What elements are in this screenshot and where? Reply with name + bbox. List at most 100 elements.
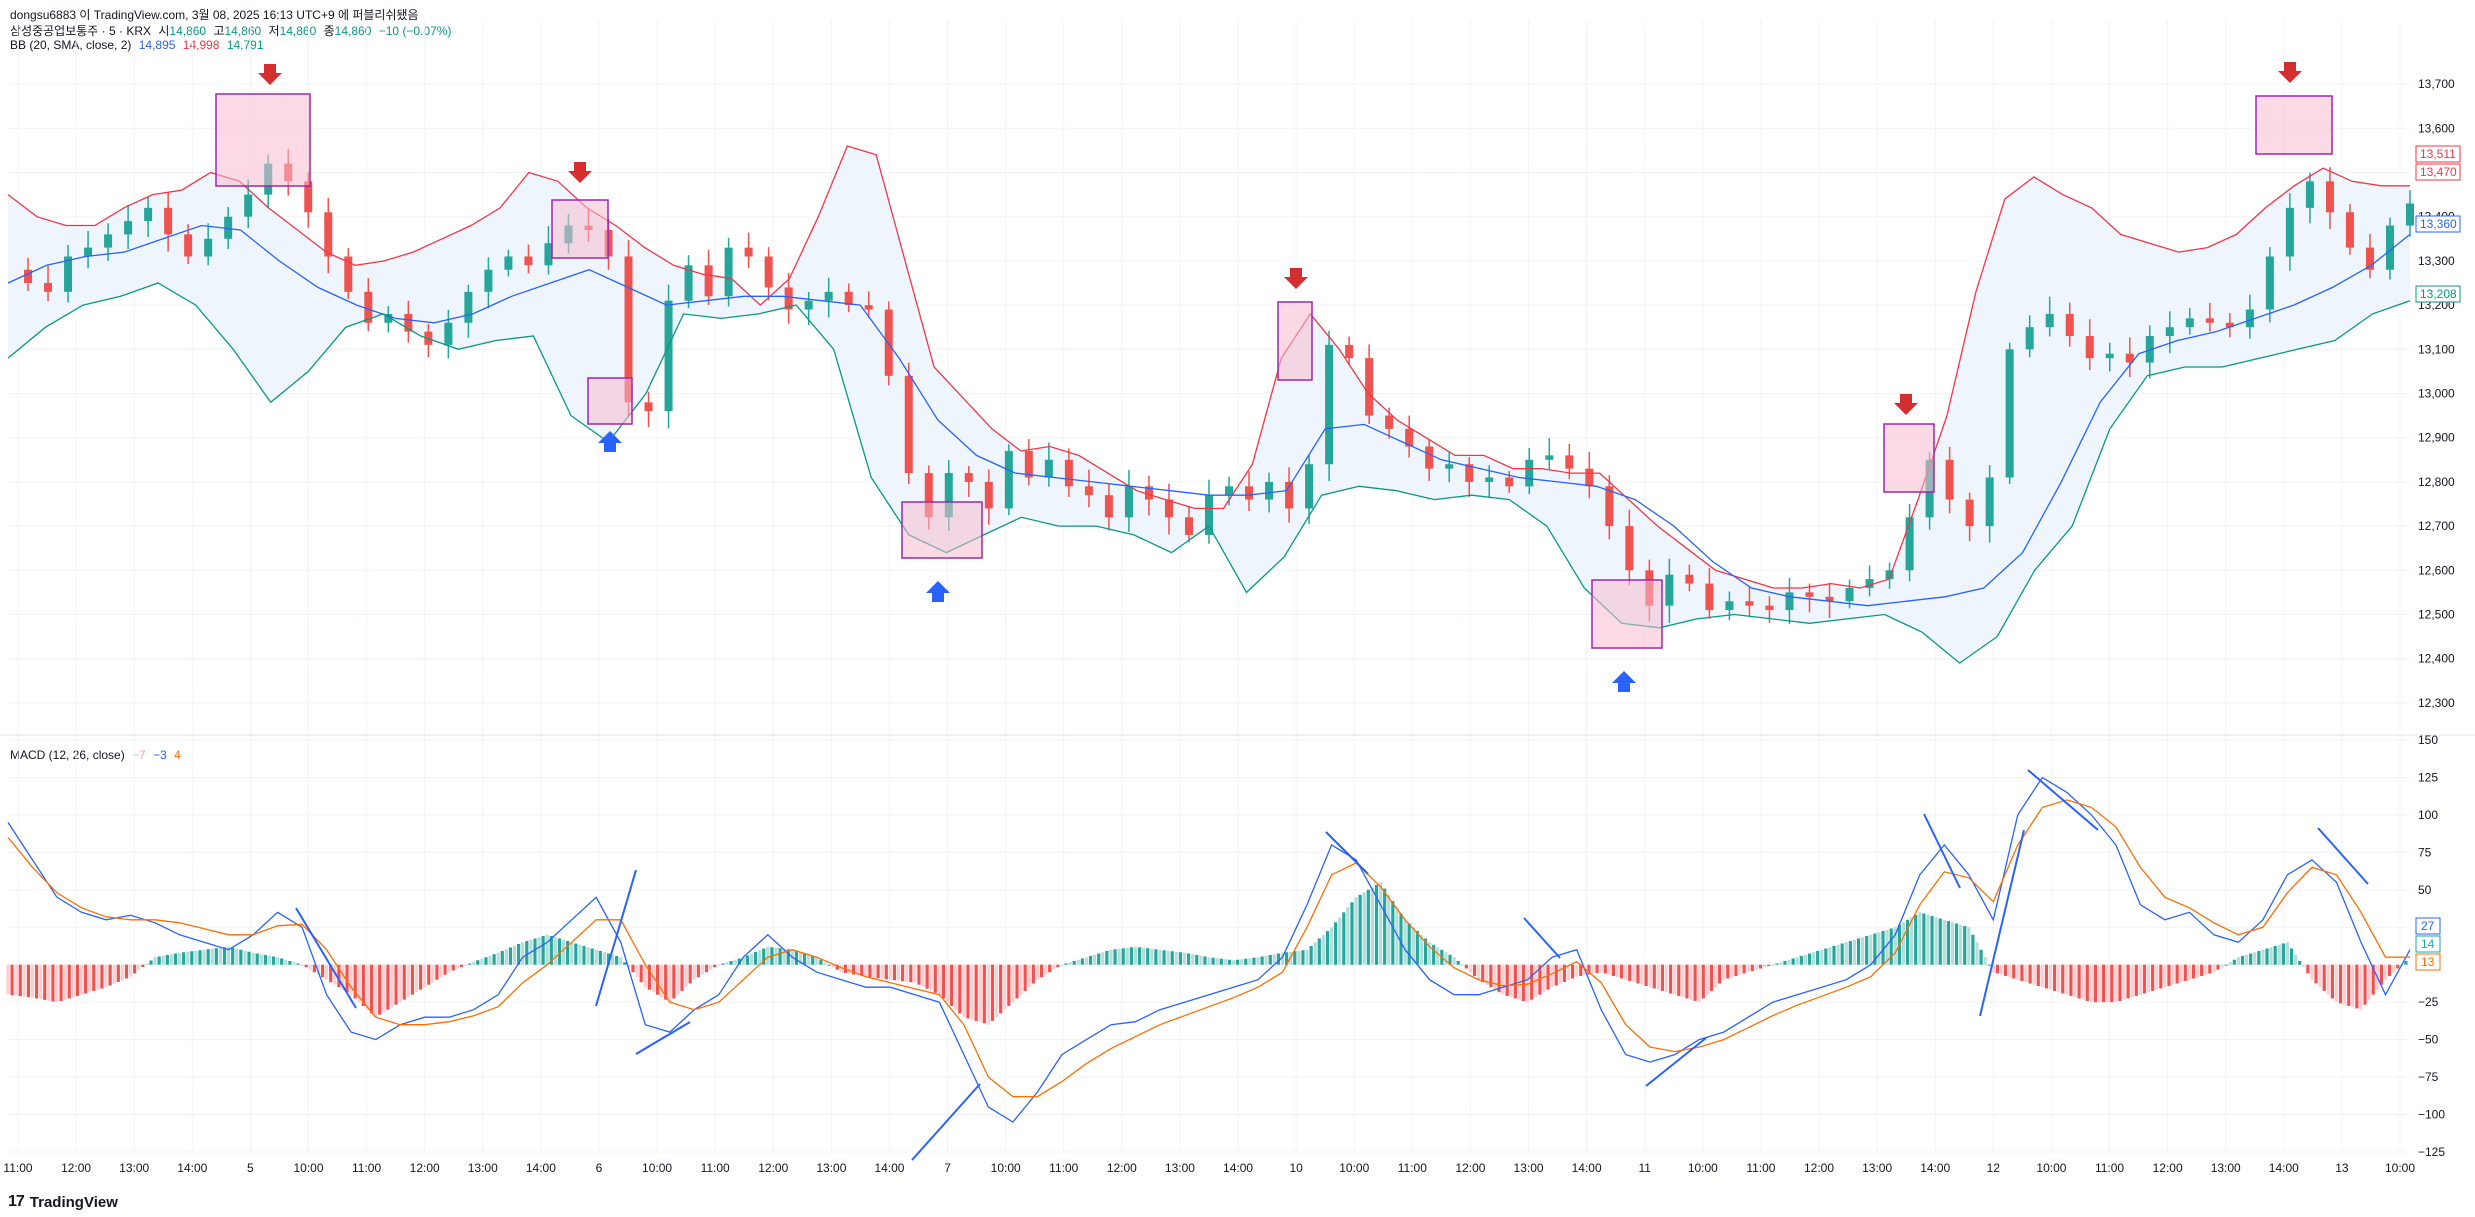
macd-histogram-bar bbox=[950, 964, 954, 1006]
macd-histogram-bar bbox=[1546, 964, 1550, 990]
macd-histogram-bar bbox=[1779, 962, 1783, 965]
macd-histogram-bar bbox=[664, 964, 668, 1000]
price-axis-tick: 12,800 bbox=[2418, 475, 2455, 489]
open-value: 14,860 bbox=[169, 24, 207, 38]
time-axis-tick: 12 bbox=[1987, 1161, 2001, 1175]
macd-histogram-bar bbox=[1807, 953, 1812, 965]
macd-histogram-bar bbox=[1603, 964, 1607, 974]
macd-histogram-bar bbox=[537, 937, 541, 965]
trend-arrow-line bbox=[1979, 829, 2025, 1017]
macd-histogram-bar bbox=[2244, 954, 2249, 965]
macd-histogram-bar bbox=[864, 964, 868, 977]
macd-histogram-bar bbox=[1203, 956, 1207, 965]
macd-histogram-bar bbox=[1411, 927, 1415, 965]
macd-histogram-bar bbox=[725, 962, 729, 965]
candle-body bbox=[2085, 336, 2094, 359]
macd-histogram-bar bbox=[1101, 952, 1105, 965]
macd-histogram-bar bbox=[2065, 964, 2069, 995]
macd-histogram-bar bbox=[1178, 952, 1183, 965]
symbol-name[interactable]: 삼성중공업보통주 · 5 · KRX bbox=[10, 24, 151, 38]
macd-histogram-bar bbox=[1076, 959, 1080, 965]
macd-histogram-bar bbox=[423, 964, 427, 988]
macd-histogram-bar bbox=[1317, 938, 1321, 965]
macd-histogram-bar bbox=[1873, 933, 1877, 965]
macd-histogram-bar bbox=[1893, 927, 1897, 965]
candle-body bbox=[2325, 181, 2334, 213]
macd-histogram-bar bbox=[1991, 964, 1995, 973]
macd-histogram-bar bbox=[655, 964, 660, 995]
macd-legend[interactable]: MACD (12, 26, close) −7 −3 4 bbox=[10, 748, 185, 762]
candle-body bbox=[244, 194, 253, 217]
macd-histogram-bar bbox=[333, 964, 337, 985]
macd-histogram-bar bbox=[2273, 946, 2277, 965]
macd-histogram-bar bbox=[480, 958, 484, 965]
macd-histogram-bar bbox=[1415, 931, 1419, 965]
macd-histogram-bar bbox=[1244, 958, 1248, 965]
time-axis-tick: 7 bbox=[944, 1161, 951, 1175]
candle-body bbox=[324, 212, 333, 257]
macd-histogram-bar bbox=[2151, 964, 2155, 991]
macd-histogram-bar bbox=[1562, 964, 1566, 982]
macd-histogram-bar bbox=[1938, 918, 1942, 965]
macd-histogram-bar bbox=[1489, 964, 1493, 988]
time-axis-tick: 13:00 bbox=[468, 1161, 498, 1175]
macd-histogram-bar bbox=[1885, 929, 1889, 965]
macd-histogram-bar bbox=[570, 942, 574, 965]
down-arrow-icon bbox=[1894, 394, 1918, 415]
macd-histogram-bar bbox=[1971, 934, 1975, 965]
macd-histogram-bar bbox=[676, 964, 680, 995]
macd-histogram-bar bbox=[541, 936, 545, 965]
macd-histogram-bar bbox=[827, 964, 831, 966]
macd-histogram-bar bbox=[2093, 964, 2098, 1003]
symbol-legend[interactable]: 삼성중공업보통주 · 5 · KRX 시14,860 고14,860 저14,8… bbox=[10, 22, 455, 39]
candle-body bbox=[2165, 327, 2174, 337]
macd-histogram-bar bbox=[1987, 964, 1991, 966]
macd-histogram-bar bbox=[627, 964, 631, 968]
macd-histogram-bar bbox=[631, 964, 635, 973]
macd-tag-label: 27 bbox=[2421, 919, 2435, 933]
macd-histogram-bar bbox=[684, 964, 688, 988]
macd-histogram-bar bbox=[2228, 962, 2232, 965]
macd-histogram-bar bbox=[263, 954, 267, 965]
macd-histogram-bar bbox=[1611, 964, 1616, 976]
macd-histogram-bar bbox=[1195, 954, 1199, 965]
macd-histogram-bar bbox=[1321, 934, 1325, 965]
macd-histogram-bar bbox=[2383, 964, 2388, 980]
candle-body bbox=[504, 256, 513, 270]
time-axis-tick: 14:00 bbox=[526, 1161, 556, 1175]
macd-histogram-bar bbox=[1080, 958, 1084, 965]
macd-histogram-bar bbox=[798, 952, 803, 965]
macd-histogram-bar bbox=[2200, 964, 2204, 976]
candle-body bbox=[1084, 486, 1093, 496]
macd-histogram-bar bbox=[365, 964, 370, 1010]
macd-histogram-bar bbox=[63, 964, 67, 1000]
macd-histogram-bar bbox=[1746, 964, 1750, 973]
tradingview-logo[interactable]: 17 TradingView bbox=[8, 1193, 118, 1211]
macd-histogram-bar bbox=[1419, 934, 1424, 965]
candle-body bbox=[1585, 468, 1594, 487]
price-tag-label: 13,208 bbox=[2420, 287, 2457, 301]
macd-histogram-bar bbox=[1856, 938, 1861, 965]
macd-histogram-bar bbox=[1043, 964, 1048, 975]
macd-histogram-bar bbox=[6, 964, 10, 995]
macd-histogram-bar bbox=[182, 952, 186, 965]
price-axis-tick: 12,600 bbox=[2418, 563, 2455, 577]
macd-histogram-bar bbox=[647, 964, 651, 990]
macd-histogram-bar bbox=[1660, 964, 1665, 991]
macd-histogram-bar bbox=[1836, 944, 1840, 965]
macd-histogram-bar bbox=[1309, 946, 1313, 965]
macd-histogram-bar bbox=[292, 962, 296, 965]
macd-histogram-bar bbox=[2130, 964, 2134, 998]
bb-basis-line bbox=[7, 224, 2411, 607]
high-label: 고 bbox=[213, 24, 225, 38]
macd-histogram-bar bbox=[2338, 964, 2343, 1004]
macd-histogram-bar bbox=[1117, 948, 1121, 965]
macd-axis-tick: 75 bbox=[2418, 845, 2432, 859]
candle-body bbox=[784, 287, 793, 310]
time-axis-tick: 11 bbox=[1638, 1161, 1651, 1175]
macd-histogram-bar bbox=[1505, 964, 1509, 996]
macd-histogram-bar bbox=[1636, 964, 1640, 984]
macd-histogram-bar bbox=[1052, 964, 1056, 970]
macd-histogram-bar bbox=[2240, 955, 2245, 965]
